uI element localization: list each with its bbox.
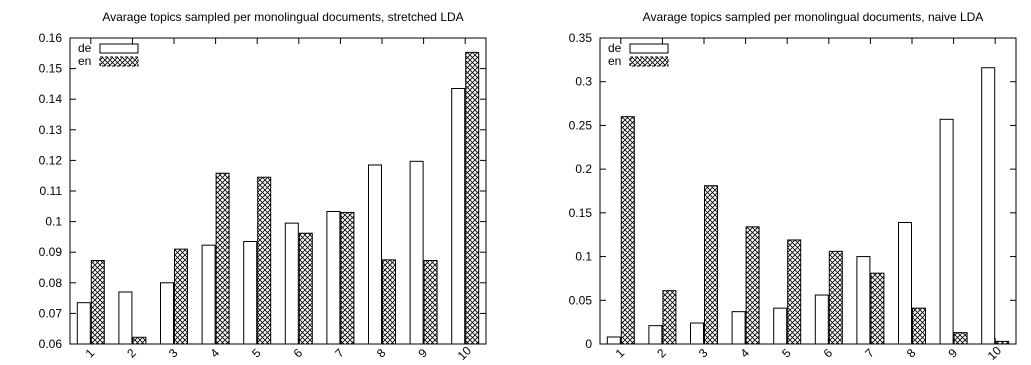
plot-frame xyxy=(599,37,1017,345)
x-tick-label: 2 xyxy=(124,346,139,361)
x-tick-label: 7 xyxy=(332,346,347,361)
x-tick-label: 5 xyxy=(779,346,794,361)
bar-de-7 xyxy=(856,256,871,345)
x-tick-label: 2 xyxy=(654,346,669,361)
chart-stretched-lda: Avarage topics sampled per monolingual d… xyxy=(39,10,487,363)
y-tick-label: 0.05 xyxy=(569,293,593,307)
legend-label-de: de xyxy=(608,41,622,55)
bar-en-10 xyxy=(465,51,480,345)
chart-title: Avarage topics sampled per monolingual d… xyxy=(102,10,463,24)
bar-en-3 xyxy=(174,248,188,345)
x-tick-label: 3 xyxy=(166,346,181,361)
bar-en-8 xyxy=(912,307,926,345)
bar-de-2 xyxy=(648,325,663,345)
bar-en-9 xyxy=(953,332,968,345)
y-axis: 0.06 0.07 0.08 0.09 0.1 0.11 0.12 0.13 0.14 0.15 0… xyxy=(39,31,486,351)
bar-de-10 xyxy=(451,87,466,345)
y-tick-label: 0.08 xyxy=(39,276,63,290)
bar-en-2 xyxy=(662,290,677,345)
bar-de-5 xyxy=(773,307,788,345)
y-tick-label: 0.09 xyxy=(39,245,63,259)
x-tick-label: 8 xyxy=(904,346,919,361)
legend-swatch-en xyxy=(629,56,669,67)
legend-label-en: en xyxy=(608,54,621,68)
bar-en-8 xyxy=(382,259,396,345)
y-tick-label: 0.3 xyxy=(575,75,592,89)
y-tick-label: 0.12 xyxy=(39,153,63,167)
y-tick-label: 0.13 xyxy=(39,123,63,137)
x-tick-label: 1 xyxy=(613,346,628,361)
chart-title: Avarage topics sampled per monolingual d… xyxy=(643,10,984,24)
bar-en-6 xyxy=(298,232,313,345)
legend-swatch-de xyxy=(629,43,669,54)
x-tick-label: 9 xyxy=(415,346,430,361)
bar-de-6 xyxy=(814,294,829,345)
chart-naive-lda: Avarage topics sampled per monolingual d… xyxy=(569,10,1017,363)
y-tick-label: 0.1 xyxy=(45,215,62,229)
bar-en-6 xyxy=(828,250,843,345)
bar-en-7 xyxy=(870,272,885,345)
x-tick-label: 4 xyxy=(737,346,752,361)
y-tick-label: 0.06 xyxy=(39,337,63,351)
x-tick-label: 7 xyxy=(862,346,877,361)
bar-de-1 xyxy=(76,302,91,345)
bar-en-4 xyxy=(745,226,760,345)
legend-swatch-en xyxy=(99,56,139,67)
bar-de-4 xyxy=(731,311,746,345)
y-axis: 0 0.05 0.1 0.15 0.2 0.25 0.3 0.35 xyxy=(569,31,1016,351)
legend-label-en: en xyxy=(78,54,91,68)
bar-de-9 xyxy=(409,160,424,345)
y-tick-label: 0.07 xyxy=(39,306,63,320)
x-tick-label: 3 xyxy=(696,346,711,361)
bar-en-9 xyxy=(423,259,438,345)
x-tick-label: 10 xyxy=(985,343,1005,363)
bar-de-5 xyxy=(243,240,258,345)
bar-de-1 xyxy=(606,336,621,345)
x-tick-label: 6 xyxy=(291,346,306,361)
bar-de-10 xyxy=(981,67,996,345)
legend-label-de: de xyxy=(78,41,92,55)
y-tick-label: 0.14 xyxy=(39,92,63,106)
y-tick-label: 0 xyxy=(585,337,592,351)
plot-frame xyxy=(69,37,487,345)
bars xyxy=(606,67,1010,345)
y-tick-label: 0.16 xyxy=(39,31,63,45)
bar-de-3 xyxy=(690,322,704,345)
x-tick-label: 8 xyxy=(374,346,389,361)
bars xyxy=(76,51,480,345)
y-tick-label: 0.1 xyxy=(575,250,592,264)
bar-de-4 xyxy=(201,244,216,345)
y-tick-label: 0.2 xyxy=(575,162,592,176)
x-tick-label: 1 xyxy=(83,346,98,361)
bar-en-5 xyxy=(257,176,272,345)
bar-de-8 xyxy=(368,164,382,345)
y-tick-label: 0.11 xyxy=(40,184,63,198)
bar-en-5 xyxy=(787,239,802,345)
x-tick-label: 9 xyxy=(945,346,960,361)
y-tick-label: 0.15 xyxy=(569,206,593,220)
bar-de-9 xyxy=(939,118,954,345)
bar-de-7 xyxy=(326,211,341,345)
bar-de-3 xyxy=(160,282,174,345)
x-tick-label: 10 xyxy=(455,343,475,363)
bar-en-4 xyxy=(215,172,230,345)
bar-en-2 xyxy=(132,336,147,345)
bar-de-8 xyxy=(898,221,912,345)
bar-en-1 xyxy=(90,259,105,345)
x-tick-label: 5 xyxy=(249,346,264,361)
bar-en-1 xyxy=(620,116,635,345)
legend-swatch-de xyxy=(99,43,139,54)
y-tick-label: 0.35 xyxy=(569,31,593,45)
y-tick-label: 0.15 xyxy=(39,62,63,76)
bar-en-3 xyxy=(704,185,718,345)
bar-de-2 xyxy=(118,291,133,345)
bar-de-6 xyxy=(284,222,299,345)
bar-en-7 xyxy=(340,211,355,345)
x-tick-label: 6 xyxy=(821,346,836,361)
y-tick-label: 0.25 xyxy=(569,118,593,132)
x-tick-label: 4 xyxy=(207,346,222,361)
